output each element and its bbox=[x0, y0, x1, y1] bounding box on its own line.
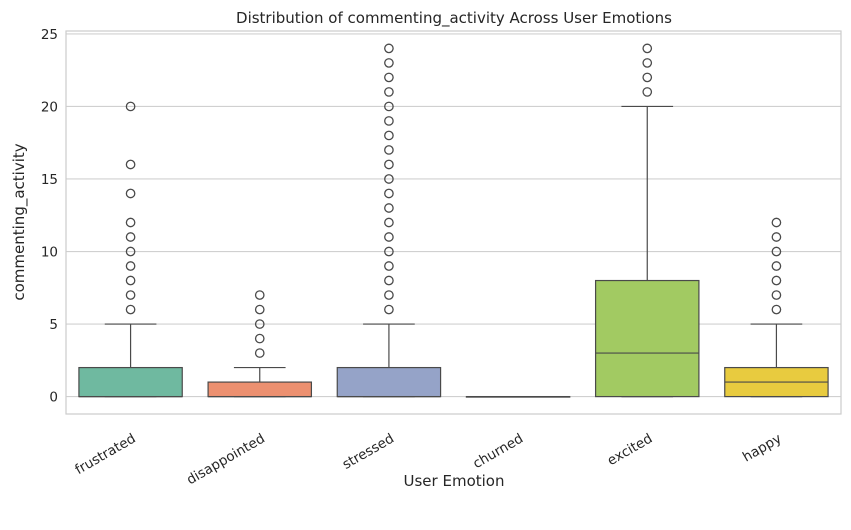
outlier-point bbox=[384, 304, 394, 315]
outlier-point bbox=[125, 261, 136, 271]
outlier-point bbox=[125, 290, 136, 300]
box-frustrated bbox=[78, 101, 183, 398]
outlier-point bbox=[384, 87, 394, 97]
box-disappointed bbox=[207, 290, 313, 398]
outlier-point bbox=[384, 275, 394, 286]
x-tick-label: frustrated bbox=[72, 431, 138, 478]
outlier-point bbox=[771, 232, 782, 242]
outlier-point bbox=[384, 101, 394, 112]
outlier-point bbox=[384, 43, 394, 54]
x-tick-label: happy bbox=[740, 431, 784, 466]
outlier-point bbox=[384, 72, 394, 83]
y-axis-ticks: 0 5 10 15 20 25 bbox=[41, 27, 58, 406]
y-tick-label: 15 bbox=[41, 172, 58, 188]
x-tick-label: excited bbox=[605, 431, 656, 469]
box-body bbox=[207, 381, 313, 398]
outlier-point bbox=[125, 275, 136, 286]
outlier-point bbox=[125, 188, 136, 199]
box-excited bbox=[594, 43, 700, 398]
outlier-point bbox=[384, 174, 394, 184]
outlier-point bbox=[642, 58, 653, 68]
outlier-point bbox=[384, 130, 394, 141]
box-body bbox=[78, 366, 183, 398]
plot-frame bbox=[65, 30, 842, 415]
outlier-point bbox=[771, 290, 782, 300]
outlier-point bbox=[771, 217, 782, 228]
outlier-point bbox=[384, 232, 394, 242]
outlier-point bbox=[254, 333, 265, 344]
outlier-point bbox=[254, 319, 265, 329]
outlier-point bbox=[771, 275, 782, 286]
outlier-point bbox=[384, 188, 394, 199]
outlier-point bbox=[125, 217, 136, 228]
chart-title: Distribution of commenting_activity Acro… bbox=[236, 9, 672, 28]
y-tick-label: 25 bbox=[41, 27, 58, 43]
outlier-point bbox=[254, 304, 265, 315]
outlier-point bbox=[125, 232, 136, 242]
x-tick-label: stressed bbox=[340, 431, 397, 473]
outlier-point bbox=[254, 290, 265, 300]
y-axis-label: commenting_activity bbox=[10, 143, 29, 300]
y-tick-label: 5 bbox=[49, 317, 58, 333]
outlier-point bbox=[384, 217, 394, 228]
outlier-point bbox=[771, 261, 782, 271]
outlier-point bbox=[384, 290, 394, 300]
outlier-point bbox=[384, 145, 394, 155]
x-axis-label: User Emotion bbox=[404, 472, 505, 490]
outlier-point bbox=[771, 246, 782, 257]
outlier-point bbox=[384, 159, 394, 170]
outlier-point bbox=[642, 87, 653, 97]
gridlines bbox=[66, 33, 841, 398]
box-churned bbox=[465, 395, 571, 398]
box-body bbox=[336, 366, 442, 398]
box-happy bbox=[724, 217, 829, 398]
box-stressed bbox=[336, 43, 442, 398]
outlier-point bbox=[384, 246, 394, 257]
outlier-point bbox=[384, 116, 394, 126]
outlier-point bbox=[384, 261, 394, 271]
y-tick-label: 20 bbox=[41, 99, 58, 115]
y-tick-label: 0 bbox=[49, 390, 58, 406]
x-tick-label: churned bbox=[470, 431, 526, 472]
outlier-point bbox=[125, 101, 136, 112]
x-tick-label: disappointed bbox=[184, 431, 268, 489]
outlier-point bbox=[125, 246, 136, 257]
outlier-point bbox=[254, 348, 265, 358]
outlier-point bbox=[384, 203, 394, 213]
outlier-point bbox=[125, 304, 136, 315]
y-tick-label: 10 bbox=[41, 245, 58, 261]
outlier-point bbox=[642, 72, 653, 83]
outlier-point bbox=[125, 159, 136, 170]
outlier-point bbox=[384, 58, 394, 68]
outlier-point bbox=[771, 304, 782, 315]
boxes bbox=[78, 43, 829, 398]
box-body bbox=[594, 279, 700, 398]
outlier-point bbox=[642, 43, 653, 54]
